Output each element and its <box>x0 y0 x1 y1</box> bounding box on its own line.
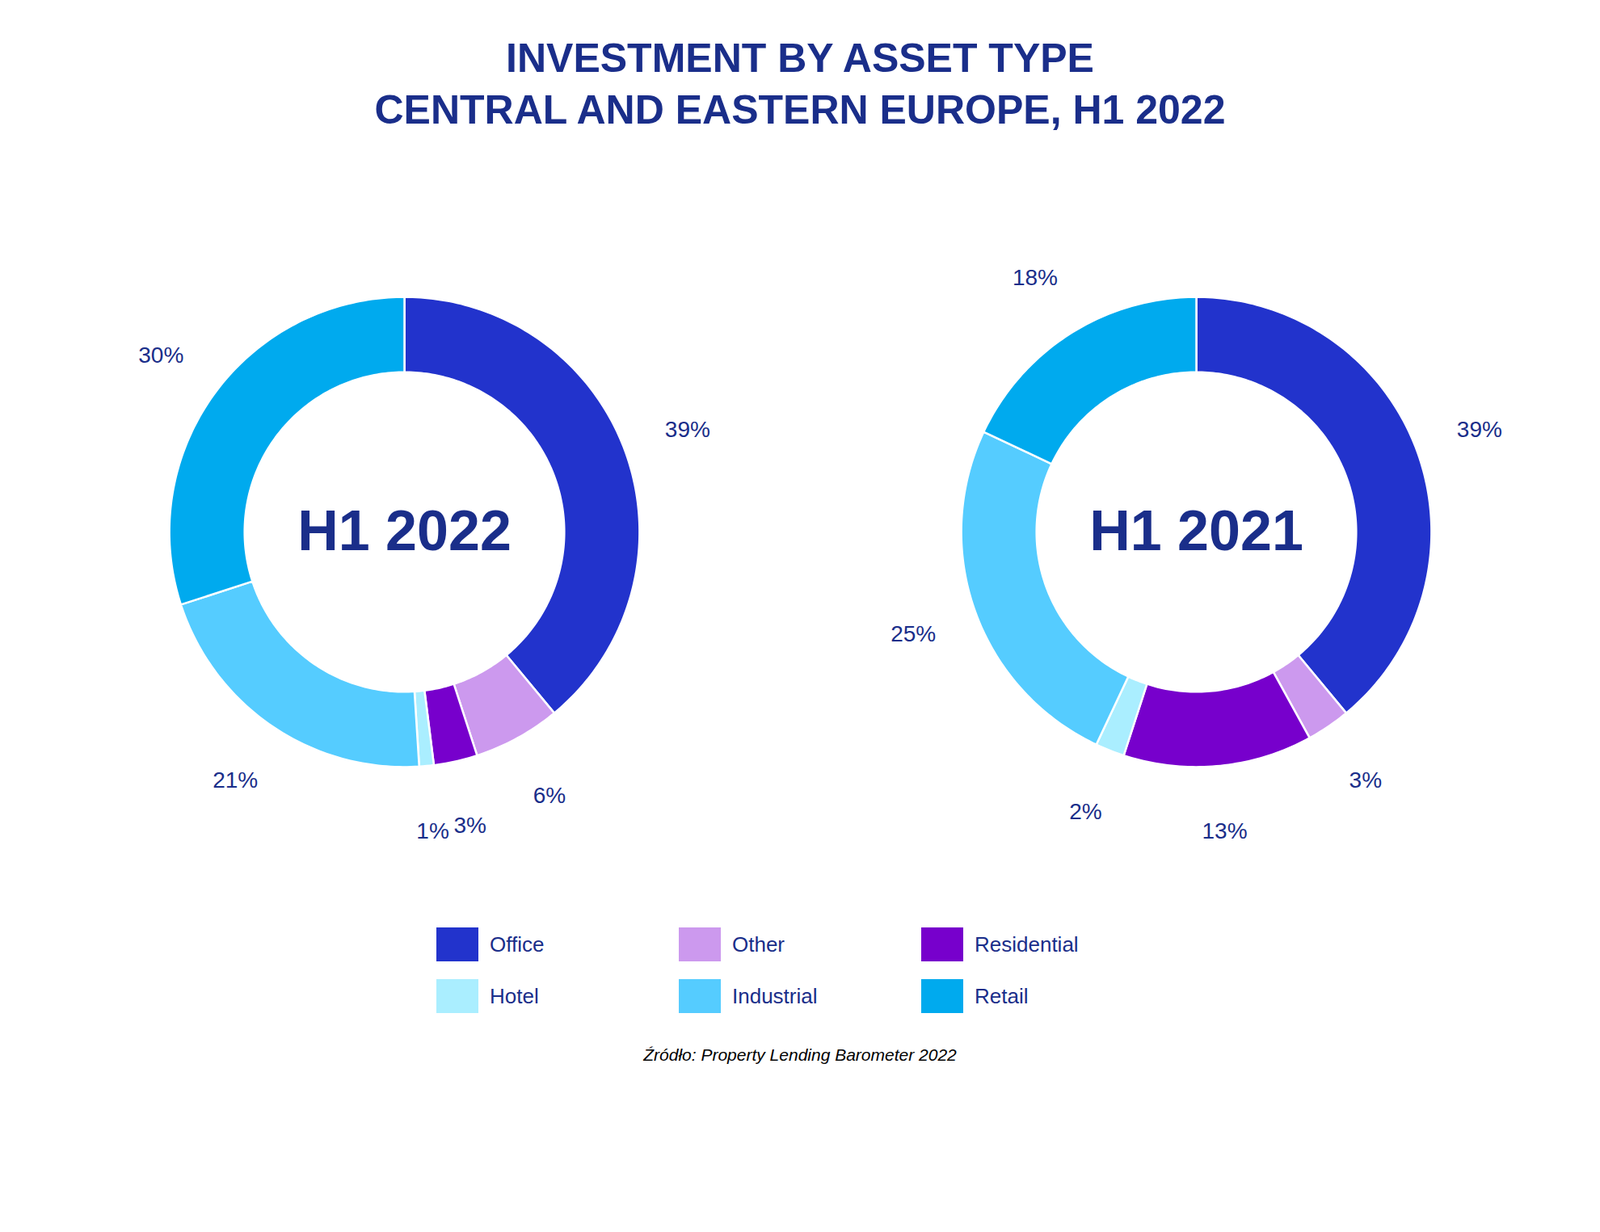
html-text:INVESTMENT BY ASSET TYPE: INVESTMENT BY ASSET TYPE <box>505 35 1095 81</box>
svg-text:1%: 1% <box>416 818 449 844</box>
html-text:Retail: Retail <box>974 983 1029 1009</box>
html-text:Residential: Residential <box>974 932 1079 957</box>
svg-text:3%: 3% <box>453 812 486 838</box>
svg-text:13%: 13% <box>1202 818 1248 844</box>
svg-text:18%: 18% <box>1012 265 1058 291</box>
svg-text:39%: 39% <box>665 416 711 443</box>
svg-text:25%: 25% <box>890 621 936 647</box>
html-text:Hotel: Hotel <box>489 983 539 1009</box>
html-text:Other: Other <box>732 932 785 957</box>
svg-text:30%: 30% <box>138 342 184 368</box>
svg-text:2%: 2% <box>1069 799 1102 825</box>
html-text:Industrial: Industrial <box>732 983 818 1009</box>
html-text:Office: Office <box>489 932 545 957</box>
html-text:Źródło: Property Lending Barom: Źródło: Property Lending Barometer 2022 <box>643 1045 957 1065</box>
svg-text:H1 2022: H1 2022 <box>297 499 512 563</box>
svg-text:6%: 6% <box>533 783 566 809</box>
svg-text:3%: 3% <box>1349 767 1382 793</box>
svg-text:21%: 21% <box>212 767 258 793</box>
svg-text:39%: 39% <box>1456 416 1503 443</box>
html-text:CENTRAL AND EASTERN EUROPE, H1: CENTRAL AND EASTERN EUROPE, H1 2022 <box>374 87 1226 133</box>
svg-text:H1 2021: H1 2021 <box>1089 499 1304 563</box>
